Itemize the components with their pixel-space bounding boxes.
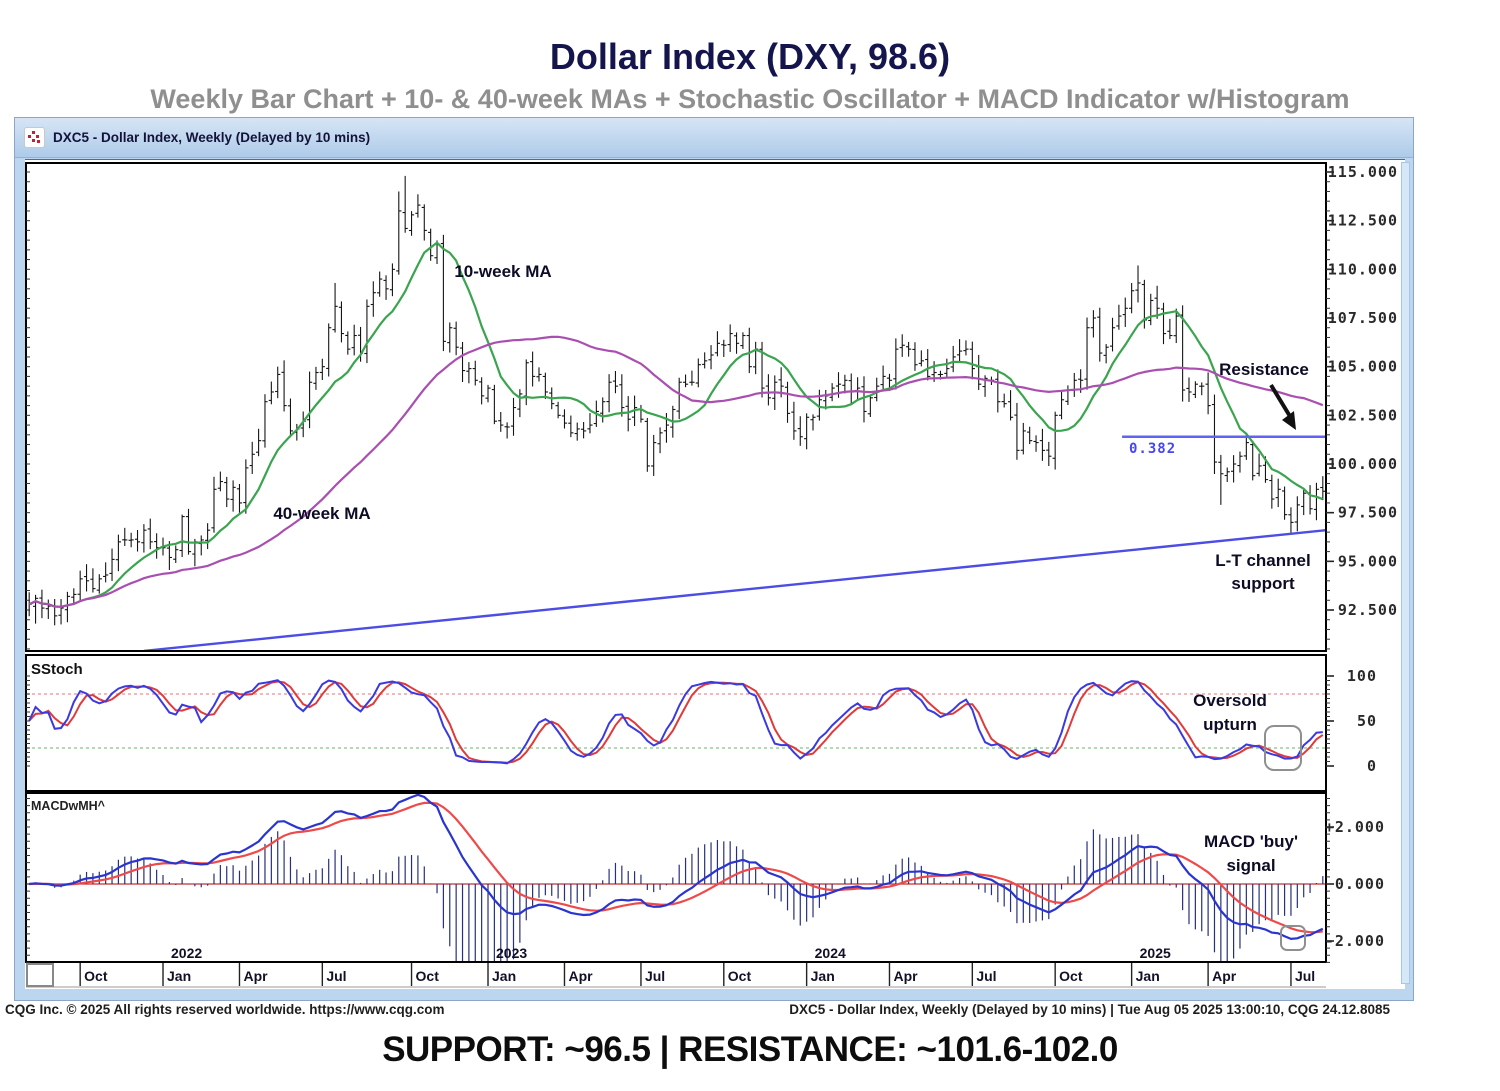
month-label: Apr: [1212, 968, 1237, 984]
month-label: Oct: [1059, 968, 1083, 984]
status-bar: CQG Inc. © 2025 All rights reserved worl…: [0, 1002, 1500, 1020]
page-subtitle: Weekly Bar Chart + 10- & 40-week MAs + S…: [150, 84, 1350, 114]
ma40-line: [28, 335, 1324, 608]
resistance-arrow[interactable]: [1269, 383, 1293, 420]
ma10-annotation: 10-week MA: [454, 262, 551, 281]
fib-level-label: 0.382: [1129, 441, 1176, 457]
quote-status-text: DXC5 - Dollar Index, Weekly (Delayed by …: [789, 1002, 1390, 1017]
year-label: 2025: [1140, 945, 1171, 961]
month-label: Jul: [1295, 968, 1315, 984]
price-tick-label: 110.000: [1328, 260, 1398, 278]
stoch-axis: 100 50 0: [26, 667, 1377, 775]
month-label: Apr: [243, 968, 268, 984]
month-label: Oct: [416, 968, 440, 984]
window-titlebar[interactable]: DXC5 - Dollar Index, Weekly (Delayed by …: [15, 118, 1413, 158]
macd-line: [29, 793, 1324, 941]
axis-corner-box: [26, 963, 54, 987]
price-tick-label: 107.500: [1328, 309, 1398, 327]
stoch-highlight-box[interactable]: [1264, 725, 1302, 771]
copyright-text: CQG Inc. © 2025 All rights reserved worl…: [5, 1002, 445, 1017]
macd-pane-title: MACDwMH^: [31, 799, 106, 813]
year-label: 2022: [171, 945, 202, 961]
macd-buy-annotation: signal: [1226, 856, 1275, 875]
window-title: DXC5 - Dollar Index, Weekly (Delayed by …: [53, 130, 371, 145]
month-label: Jul: [326, 968, 346, 984]
macd-tick-label: -2.000: [1325, 932, 1385, 950]
panel-border: [25, 654, 1327, 792]
price-tick-label: 97.500: [1338, 504, 1398, 522]
month-label: Jul: [976, 968, 996, 984]
month-label: Apr: [568, 968, 593, 984]
macd-tick-label: 0.000: [1335, 875, 1385, 893]
stoch-pane: [26, 679, 1326, 765]
chart-canvas[interactable]: 92.500 95.000 97.500 100.000 102.500 105.000 1…: [25, 160, 1405, 988]
macd-signal-line: [29, 801, 1323, 934]
resistance-arrowhead: [1282, 411, 1296, 430]
price-tick-label: 92.500: [1338, 601, 1398, 619]
price-axis: 92.500 95.000 97.500 100.000 102.500 105.000 1…: [26, 163, 1398, 650]
macd-highlight-box[interactable]: [1280, 925, 1306, 951]
channel-annotation: support: [1231, 574, 1295, 593]
page-title: Dollar Index (DXY, 98.6): [549, 36, 951, 77]
ohlc-bars: [26, 175, 1326, 626]
price-tick-label: 115.000: [1328, 163, 1398, 181]
panel-border: [25, 162, 1327, 652]
stoch-pane-title: SStoch: [31, 661, 83, 678]
chart-content: 92.500 95.000 97.500 100.000 102.500 105.000 1…: [25, 159, 1405, 989]
macd-histogram: [34, 829, 1324, 962]
stoch-k-line: [28, 679, 1323, 765]
price-tick-label: 102.500: [1328, 406, 1398, 424]
oversold-annotation: Oversold: [1193, 691, 1267, 710]
x-axis: Oct Jan Apr Jul Oct Jan Apr Jul Oct Jan Apr Jul Oct J…: [26, 945, 1326, 988]
resistance-annotation: Resistance: [1219, 360, 1309, 379]
month-label: Jan: [1136, 968, 1160, 984]
macd-pane: [26, 793, 1326, 962]
oversold-annotation: upturn: [1203, 715, 1257, 734]
channel-annotation: L-T channel: [1215, 551, 1310, 570]
panel-border: [25, 792, 1327, 963]
year-label: 2023: [496, 945, 527, 961]
month-label: Oct: [84, 968, 108, 984]
price-pane: [26, 175, 1326, 651]
price-tick-label: 95.000: [1338, 552, 1398, 570]
stoch-tick-label: 100: [1347, 667, 1377, 685]
year-label: 2024: [815, 945, 846, 961]
cqg-logo-icon: [24, 127, 45, 148]
month-label: Jan: [167, 968, 191, 984]
price-tick-label: 100.000: [1328, 455, 1398, 473]
ma10-line: [28, 241, 1324, 608]
month-label: Oct: [728, 968, 752, 984]
stoch-tick-label: 50: [1357, 712, 1377, 730]
annotations: 10-week MA 40-week MA Resistance 0.382 L-T c…: [31, 262, 1311, 951]
chart-window: DXC5 - Dollar Index, Weekly (Delayed by …: [14, 117, 1414, 1001]
macd-axis: +2.000 0.000 -2.000: [26, 798, 1385, 963]
macd-tick-label: +2.000: [1325, 818, 1385, 836]
stoch-tick-label: 0: [1367, 757, 1377, 775]
scrollbar[interactable]: [1401, 162, 1410, 984]
month-label: Jul: [645, 968, 665, 984]
ma40-annotation: 40-week MA: [273, 504, 370, 523]
support-resistance-note: SUPPORT: ~96.5 | RESISTANCE: ~101.6-102.…: [382, 1030, 1118, 1069]
price-tick-label: 105.000: [1328, 358, 1398, 376]
month-label: Jan: [811, 968, 835, 984]
price-tick-label: 112.500: [1328, 212, 1398, 230]
channel-support-line[interactable]: [143, 528, 1326, 651]
month-label: Apr: [893, 968, 918, 984]
month-label: Jan: [492, 968, 516, 984]
macd-buy-annotation: MACD 'buy': [1204, 832, 1298, 851]
